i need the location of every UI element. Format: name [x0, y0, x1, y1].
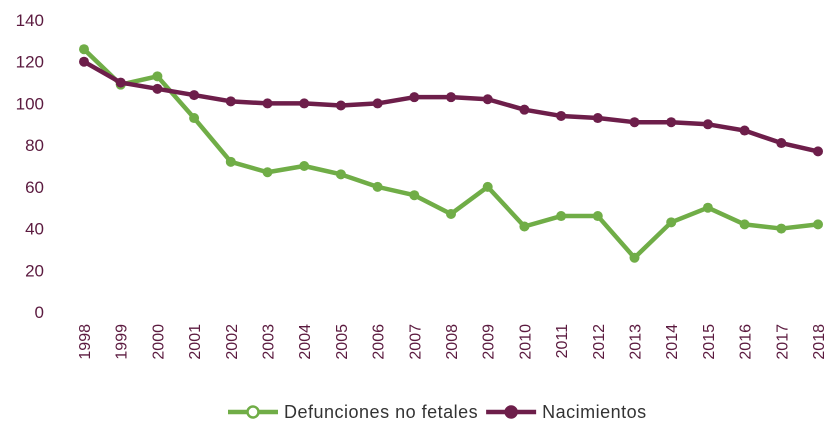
data-point	[409, 92, 420, 103]
y-tick-label: 80	[25, 136, 44, 155]
data-point	[409, 190, 420, 201]
x-tick-label: 2017	[774, 324, 791, 360]
data-point	[813, 146, 823, 157]
x-tick-label: 2011	[554, 324, 571, 359]
x-tick-label: 2008	[444, 324, 461, 360]
x-tick-label: 2015	[701, 324, 718, 360]
x-tick-label: 2003	[261, 324, 278, 360]
x-tick-label: 2001	[187, 324, 204, 360]
legend-label: Nacimientos	[542, 402, 647, 422]
y-tick-label: 40	[25, 220, 44, 239]
data-point	[335, 100, 346, 111]
data-point	[262, 98, 273, 109]
legend-marker	[504, 405, 518, 419]
data-point	[666, 217, 677, 228]
data-point	[813, 219, 823, 230]
x-tick-label: 2014	[664, 324, 681, 360]
x-tick-label: 2016	[738, 324, 755, 360]
data-point	[702, 119, 713, 130]
x-tick-label: 2005	[334, 324, 351, 360]
x-tick-label: 2002	[224, 324, 241, 360]
data-point	[739, 125, 750, 136]
data-point	[446, 92, 456, 103]
series-line	[82, 59, 819, 154]
data-point	[189, 113, 200, 124]
x-tick-label: 2010	[517, 324, 534, 360]
data-point	[666, 117, 677, 128]
data-point	[482, 94, 493, 105]
y-tick-label: 20	[25, 261, 44, 280]
data-point	[629, 117, 640, 128]
x-tick-label: 2018	[811, 324, 828, 360]
x-tick-label: 2009	[481, 324, 498, 360]
data-point	[115, 77, 126, 88]
data-point	[776, 138, 787, 149]
data-point	[556, 211, 567, 222]
data-point	[556, 110, 567, 121]
data-point	[372, 98, 383, 109]
data-point	[225, 96, 236, 107]
data-point	[79, 44, 89, 55]
y-tick-label: 60	[25, 178, 44, 197]
data-point	[592, 211, 603, 222]
data-point	[519, 104, 530, 115]
data-point	[482, 181, 493, 192]
data-point	[335, 169, 346, 180]
x-tick-label: 2004	[297, 324, 314, 360]
data-point	[702, 202, 713, 213]
legend: Defunciones no fetales Nacimientos	[228, 402, 647, 422]
x-tick-label: 2012	[591, 324, 608, 360]
data-point	[79, 56, 89, 67]
data-point	[225, 156, 236, 167]
x-tick-label: 1999	[114, 324, 131, 360]
data-point	[519, 221, 530, 232]
y-tick-label: 0	[35, 303, 44, 322]
y-tick-label: 100	[16, 94, 44, 113]
x-tick-label: 2007	[407, 324, 424, 360]
series-line	[82, 47, 819, 261]
y-tick-label: 120	[16, 53, 44, 72]
x-tick-label: 2013	[628, 324, 645, 360]
x-tick-label: 2006	[371, 324, 388, 360]
data-point	[776, 223, 787, 234]
data-point	[152, 83, 163, 94]
x-tick-label: 2000	[150, 324, 167, 360]
data-point	[592, 113, 603, 124]
data-point	[739, 219, 750, 230]
x-tick-label: 1998	[77, 324, 94, 360]
data-point	[299, 98, 310, 109]
data-point	[189, 90, 200, 101]
y-tick-label: 140	[16, 11, 44, 30]
data-point	[372, 181, 383, 192]
legend-label: Defunciones no fetales	[284, 402, 478, 422]
data-point	[629, 252, 640, 263]
data-point	[152, 71, 163, 82]
data-point	[446, 208, 456, 219]
legend-marker	[246, 405, 260, 419]
data-point	[262, 167, 273, 178]
data-point	[299, 161, 310, 171]
